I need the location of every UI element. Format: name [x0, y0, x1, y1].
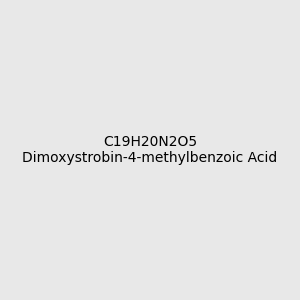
- Text: C19H20N2O5
Dimoxystrobin-4-methylbenzoic Acid: C19H20N2O5 Dimoxystrobin-4-methylbenzoic…: [22, 135, 278, 165]
